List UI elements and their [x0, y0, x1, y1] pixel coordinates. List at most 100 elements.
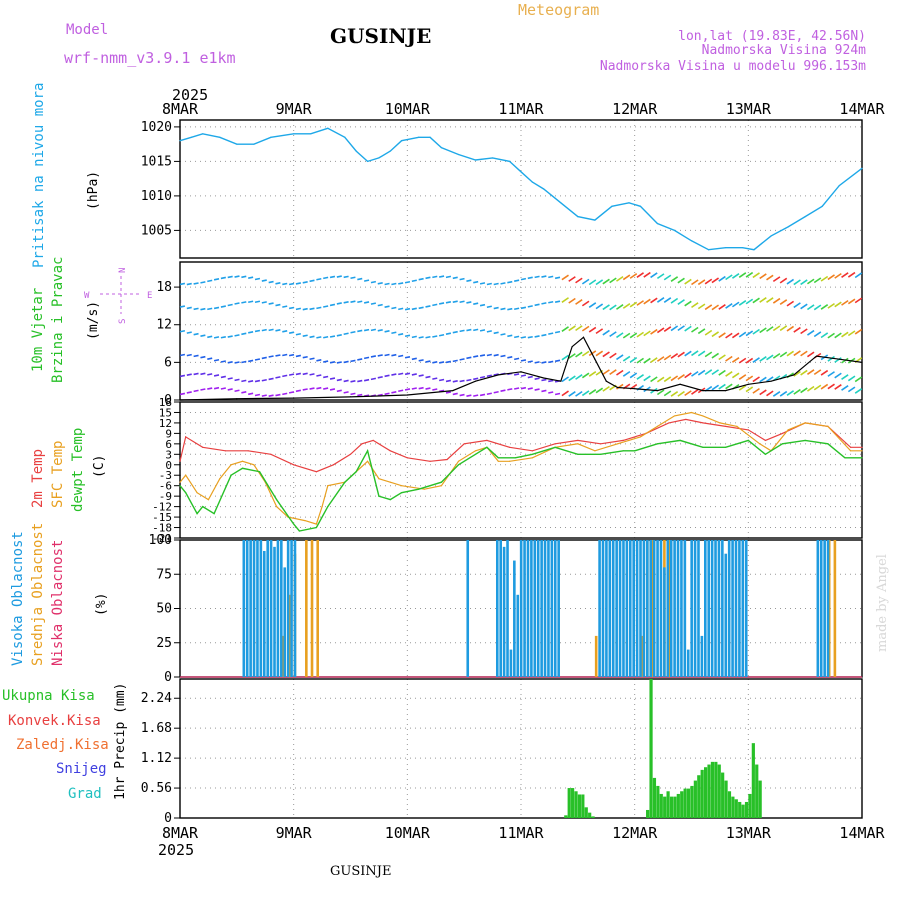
- wind-barb: [779, 277, 788, 284]
- wind-barb: [820, 332, 829, 339]
- wind-barb: [534, 303, 540, 307]
- y-tick-label: 12: [156, 318, 172, 333]
- wind-barb: [404, 307, 411, 311]
- wind-barb: [793, 326, 801, 333]
- wind-barb: [411, 387, 417, 390]
- wind-barb: [718, 383, 726, 390]
- y-tick-label: 1.68: [141, 721, 172, 736]
- wind-barb: [841, 299, 849, 306]
- wind-barb: [186, 282, 192, 286]
- wind-speed-line-point: [293, 397, 295, 399]
- wind-barb: [772, 391, 781, 397]
- wind-barb: [486, 353, 492, 357]
- wind-barb: [207, 279, 213, 283]
- wind-barb: [841, 272, 849, 278]
- wind-barb: [629, 301, 638, 308]
- wind-barb: [479, 393, 486, 397]
- wind-barb: [479, 282, 486, 285]
- wind-barb: [302, 281, 308, 284]
- wind-barb: [534, 361, 540, 364]
- sfc-temp-line-point: [656, 425, 659, 428]
- high-cloud-bar: [628, 540, 632, 677]
- high-cloud-bar: [259, 540, 263, 677]
- wind-barb: [193, 307, 199, 311]
- pressure-line-point: [861, 167, 863, 169]
- wind-barb: [445, 360, 452, 364]
- wind-barb: [466, 301, 472, 304]
- wind-barb: [268, 394, 274, 397]
- wind-barb: [561, 297, 569, 303]
- wind-barb: [854, 328, 863, 335]
- wind-barb: [670, 325, 679, 332]
- wind-barb: [656, 389, 665, 396]
- wind-barb: [554, 359, 561, 363]
- wind-speed-line-point: [582, 336, 585, 338]
- high-cloud-bar: [673, 540, 676, 677]
- dewpt-line-point: [531, 453, 533, 455]
- wind-barb: [595, 303, 604, 310]
- wind-barb: [738, 331, 747, 338]
- wind-barb: [827, 274, 835, 281]
- wind-speed-line-point: [349, 396, 352, 398]
- hail-label: Grad: [68, 786, 102, 802]
- wind-unit: (m/s): [86, 301, 101, 340]
- wind-barb: [193, 372, 199, 376]
- wind-barb: [643, 298, 651, 305]
- wind-barb: [275, 282, 281, 285]
- wind-barb: [186, 391, 192, 394]
- wind-barb: [248, 331, 254, 334]
- high-cloud-bar: [495, 540, 499, 677]
- x-tick-label-bottom: 10MAR: [385, 824, 431, 842]
- wind-barb: [363, 378, 370, 382]
- wind-ylabel-1: 10m Vjetar: [30, 288, 46, 372]
- wind-barb: [684, 300, 692, 307]
- high-cloud-bar: [530, 540, 533, 677]
- t2m-line-point: [446, 458, 448, 461]
- precip-bar: [731, 796, 735, 818]
- t2m-line-point: [702, 422, 704, 424]
- precip-bar: [646, 809, 650, 818]
- wind-barb: [697, 303, 706, 310]
- wind-barb: [473, 280, 479, 284]
- wind-barb: [568, 276, 576, 282]
- wind-barb: [479, 303, 486, 307]
- pressure-line-point: [821, 205, 823, 207]
- wind-barb: [288, 391, 295, 394]
- wind-barb: [847, 386, 856, 393]
- precip-bar: [656, 785, 660, 818]
- wind-barb: [391, 373, 397, 376]
- wind-barb: [800, 350, 808, 357]
- wind-barb: [725, 383, 733, 390]
- t2m-line-point: [599, 443, 602, 445]
- wind-barb: [691, 279, 699, 286]
- wind-barb: [357, 358, 363, 361]
- wind-barb: [711, 277, 720, 284]
- wind-barb: [445, 379, 452, 383]
- sfc-temp-line-point: [457, 460, 460, 462]
- wind-barb: [581, 278, 590, 285]
- precip-bar: [659, 793, 663, 818]
- wind-barb: [486, 282, 492, 286]
- t2m-line-point: [406, 457, 408, 459]
- wind-barb: [500, 307, 506, 311]
- wind-barb: [725, 371, 733, 377]
- wind-barb: [254, 358, 261, 361]
- pressure-line-point: [378, 157, 380, 159]
- wind-barb: [418, 277, 424, 281]
- wind-barb: [377, 329, 383, 332]
- dewpt-line-point: [389, 499, 391, 501]
- y-tick-label: 0: [164, 811, 172, 826]
- wind-barb: [384, 374, 390, 378]
- wind-barb: [691, 350, 699, 357]
- wind-barb: [609, 277, 617, 284]
- pressure-line: [179, 127, 863, 251]
- mid-cloud-bar: [305, 540, 308, 677]
- wind-barb: [186, 331, 192, 334]
- wind-barb: [295, 389, 301, 393]
- wind-barb: [806, 369, 815, 376]
- pressure-line-point: [560, 202, 562, 204]
- wind-barb: [616, 369, 624, 376]
- y-tick-label: 12: [159, 417, 172, 430]
- high-cloud-bar: [738, 540, 741, 677]
